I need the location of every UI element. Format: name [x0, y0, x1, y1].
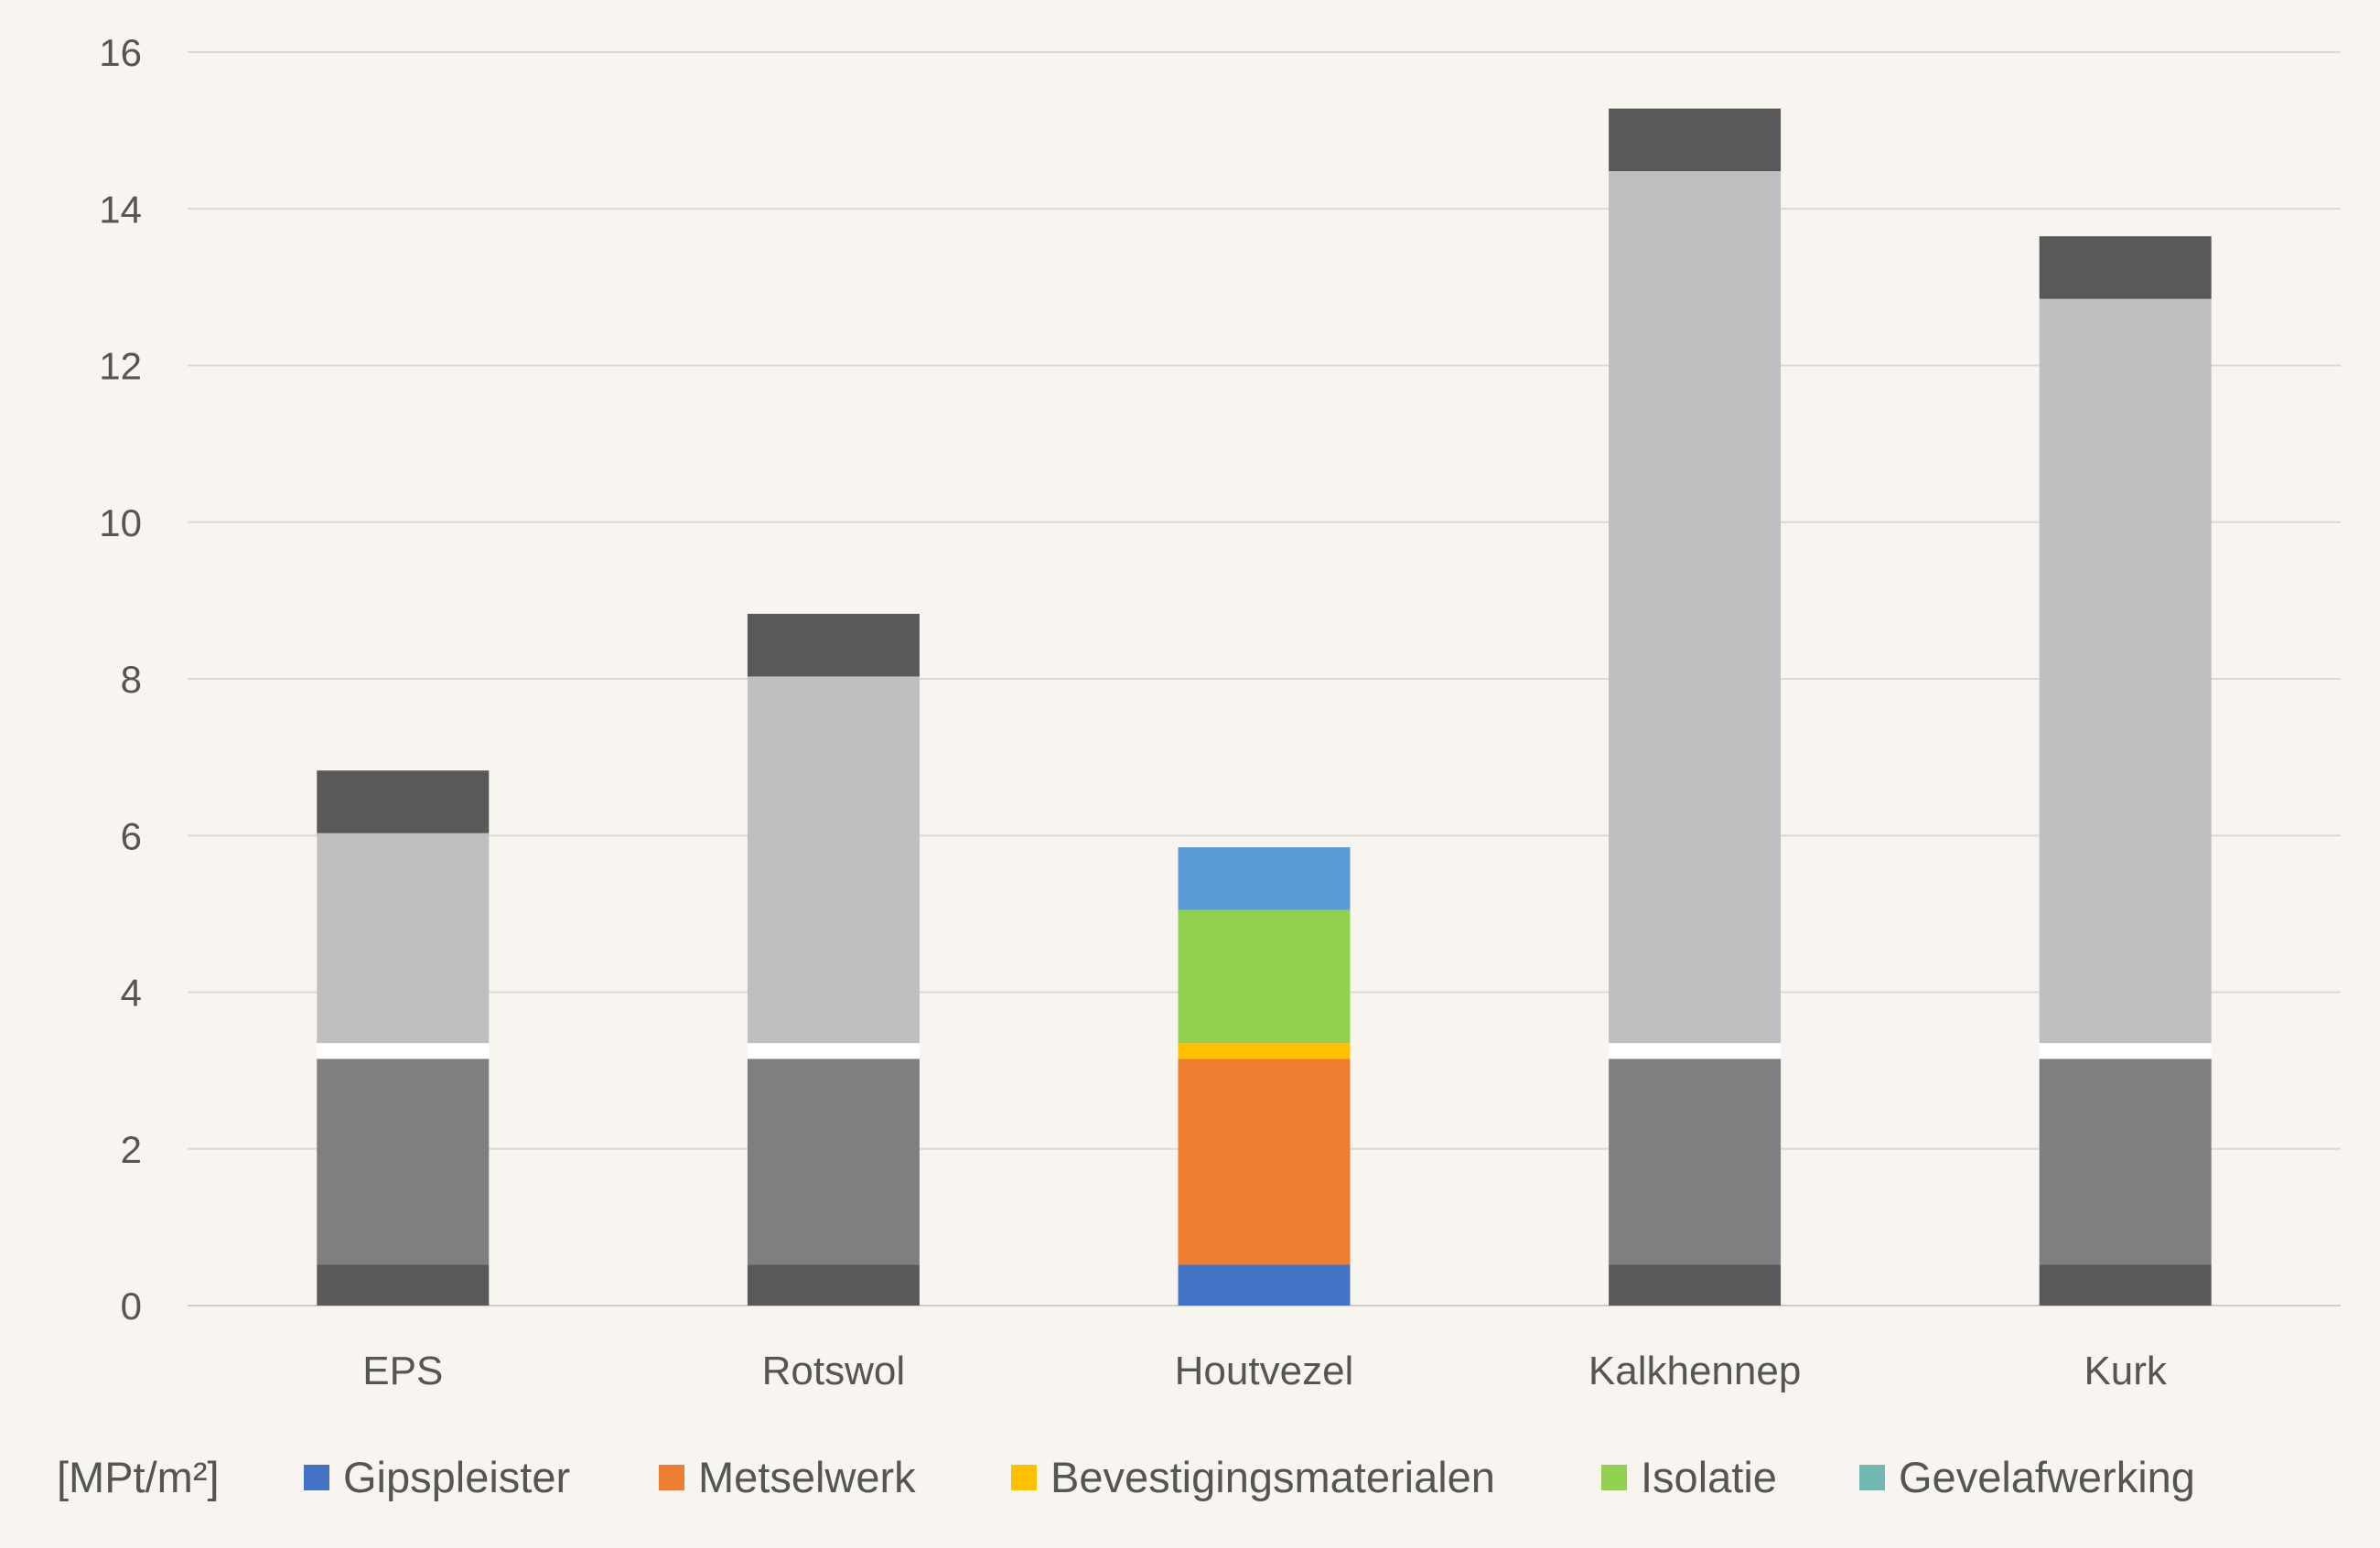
legend-item: Gipspleister — [304, 1453, 570, 1501]
unit-label: [MPt/m²] — [57, 1453, 220, 1501]
bar-segment — [1178, 847, 1351, 910]
bar-segment — [747, 613, 920, 677]
legend-label: Gipspleister — [343, 1453, 570, 1501]
gridlines — [188, 51, 2341, 1306]
bar-segment — [1178, 1264, 1351, 1306]
bar-segment — [747, 1059, 920, 1265]
y-tick-label: 4 — [121, 972, 142, 1015]
bar-segment — [317, 1059, 490, 1265]
legend-label: Isolatie — [1641, 1453, 1777, 1501]
x-category-label: EPS — [362, 1349, 443, 1393]
legend-item: Metselwerk — [659, 1453, 916, 1501]
bar-segment — [2039, 298, 2212, 1044]
bar-segment — [1609, 1059, 1782, 1265]
legend-swatch — [1601, 1465, 1627, 1490]
bar-segment — [2039, 1264, 2212, 1306]
bar-segment — [1609, 1043, 1782, 1059]
legend-item: Isolatie — [1601, 1453, 1777, 1501]
bar-stack-eps — [317, 770, 490, 1306]
legend-item: Gevelafwerking — [1859, 1453, 2195, 1501]
y-tick-label: 16 — [99, 31, 142, 74]
bar-segment — [1178, 1043, 1351, 1059]
legend-label: Gevelafwerking — [1899, 1453, 2195, 1501]
bar-segment — [317, 1043, 490, 1059]
bars — [317, 108, 2212, 1306]
bar-segment — [317, 1264, 490, 1306]
bar-segment — [317, 770, 490, 833]
x-category-label: Rotswol — [762, 1349, 906, 1393]
bar-stack-rotswol — [747, 613, 920, 1306]
y-tick-label: 14 — [99, 188, 142, 231]
y-tick-label: 2 — [121, 1128, 142, 1171]
x-axis-categories: EPS Rotswol Houtvezel Kalkhennep Kurk — [362, 1349, 2168, 1393]
bar-segment — [1178, 909, 1351, 1044]
legend-label: Metselwerk — [698, 1453, 916, 1501]
bar-stack-kalkhennep — [1609, 108, 1782, 1306]
bar-segment — [1609, 108, 1782, 172]
y-tick-label: 8 — [121, 658, 142, 701]
y-tick-label: 0 — [121, 1285, 142, 1328]
bar-stack-kurk — [2039, 236, 2212, 1306]
bar-stack-houtvezel — [1178, 847, 1351, 1306]
bar-segment — [2039, 1059, 2212, 1265]
bar-segment — [2039, 1043, 2212, 1059]
y-tick-label: 10 — [99, 501, 142, 544]
bar-segment — [1609, 171, 1782, 1044]
legend-label: Bevestigingsmaterialen — [1050, 1453, 1495, 1501]
bar-segment — [317, 833, 490, 1044]
bar-segment — [747, 1043, 920, 1059]
x-category-label: Kalkhennep — [1588, 1349, 1801, 1393]
legend: [MPt/m²] Gipspleister Metselwerk Bevestigi… — [57, 1453, 2195, 1501]
legend-swatch — [304, 1465, 329, 1490]
legend-swatch — [1859, 1465, 1885, 1490]
y-axis-ticks: 0 2 4 6 8 10 12 14 16 — [99, 31, 142, 1328]
bar-segment — [747, 1264, 920, 1306]
y-tick-label: 12 — [99, 345, 142, 388]
bar-segment — [1178, 1059, 1351, 1265]
legend-swatch — [659, 1465, 684, 1490]
legend-item: Bevestigingsmaterialen — [1011, 1453, 1495, 1501]
x-category-label: Kurk — [2084, 1349, 2167, 1393]
x-category-label: Houtvezel — [1175, 1349, 1354, 1393]
bar-segment — [747, 676, 920, 1044]
y-tick-label: 6 — [121, 814, 142, 857]
bar-segment — [2039, 236, 2212, 299]
bar-segment — [1609, 1264, 1782, 1306]
legend-swatch — [1011, 1465, 1037, 1490]
